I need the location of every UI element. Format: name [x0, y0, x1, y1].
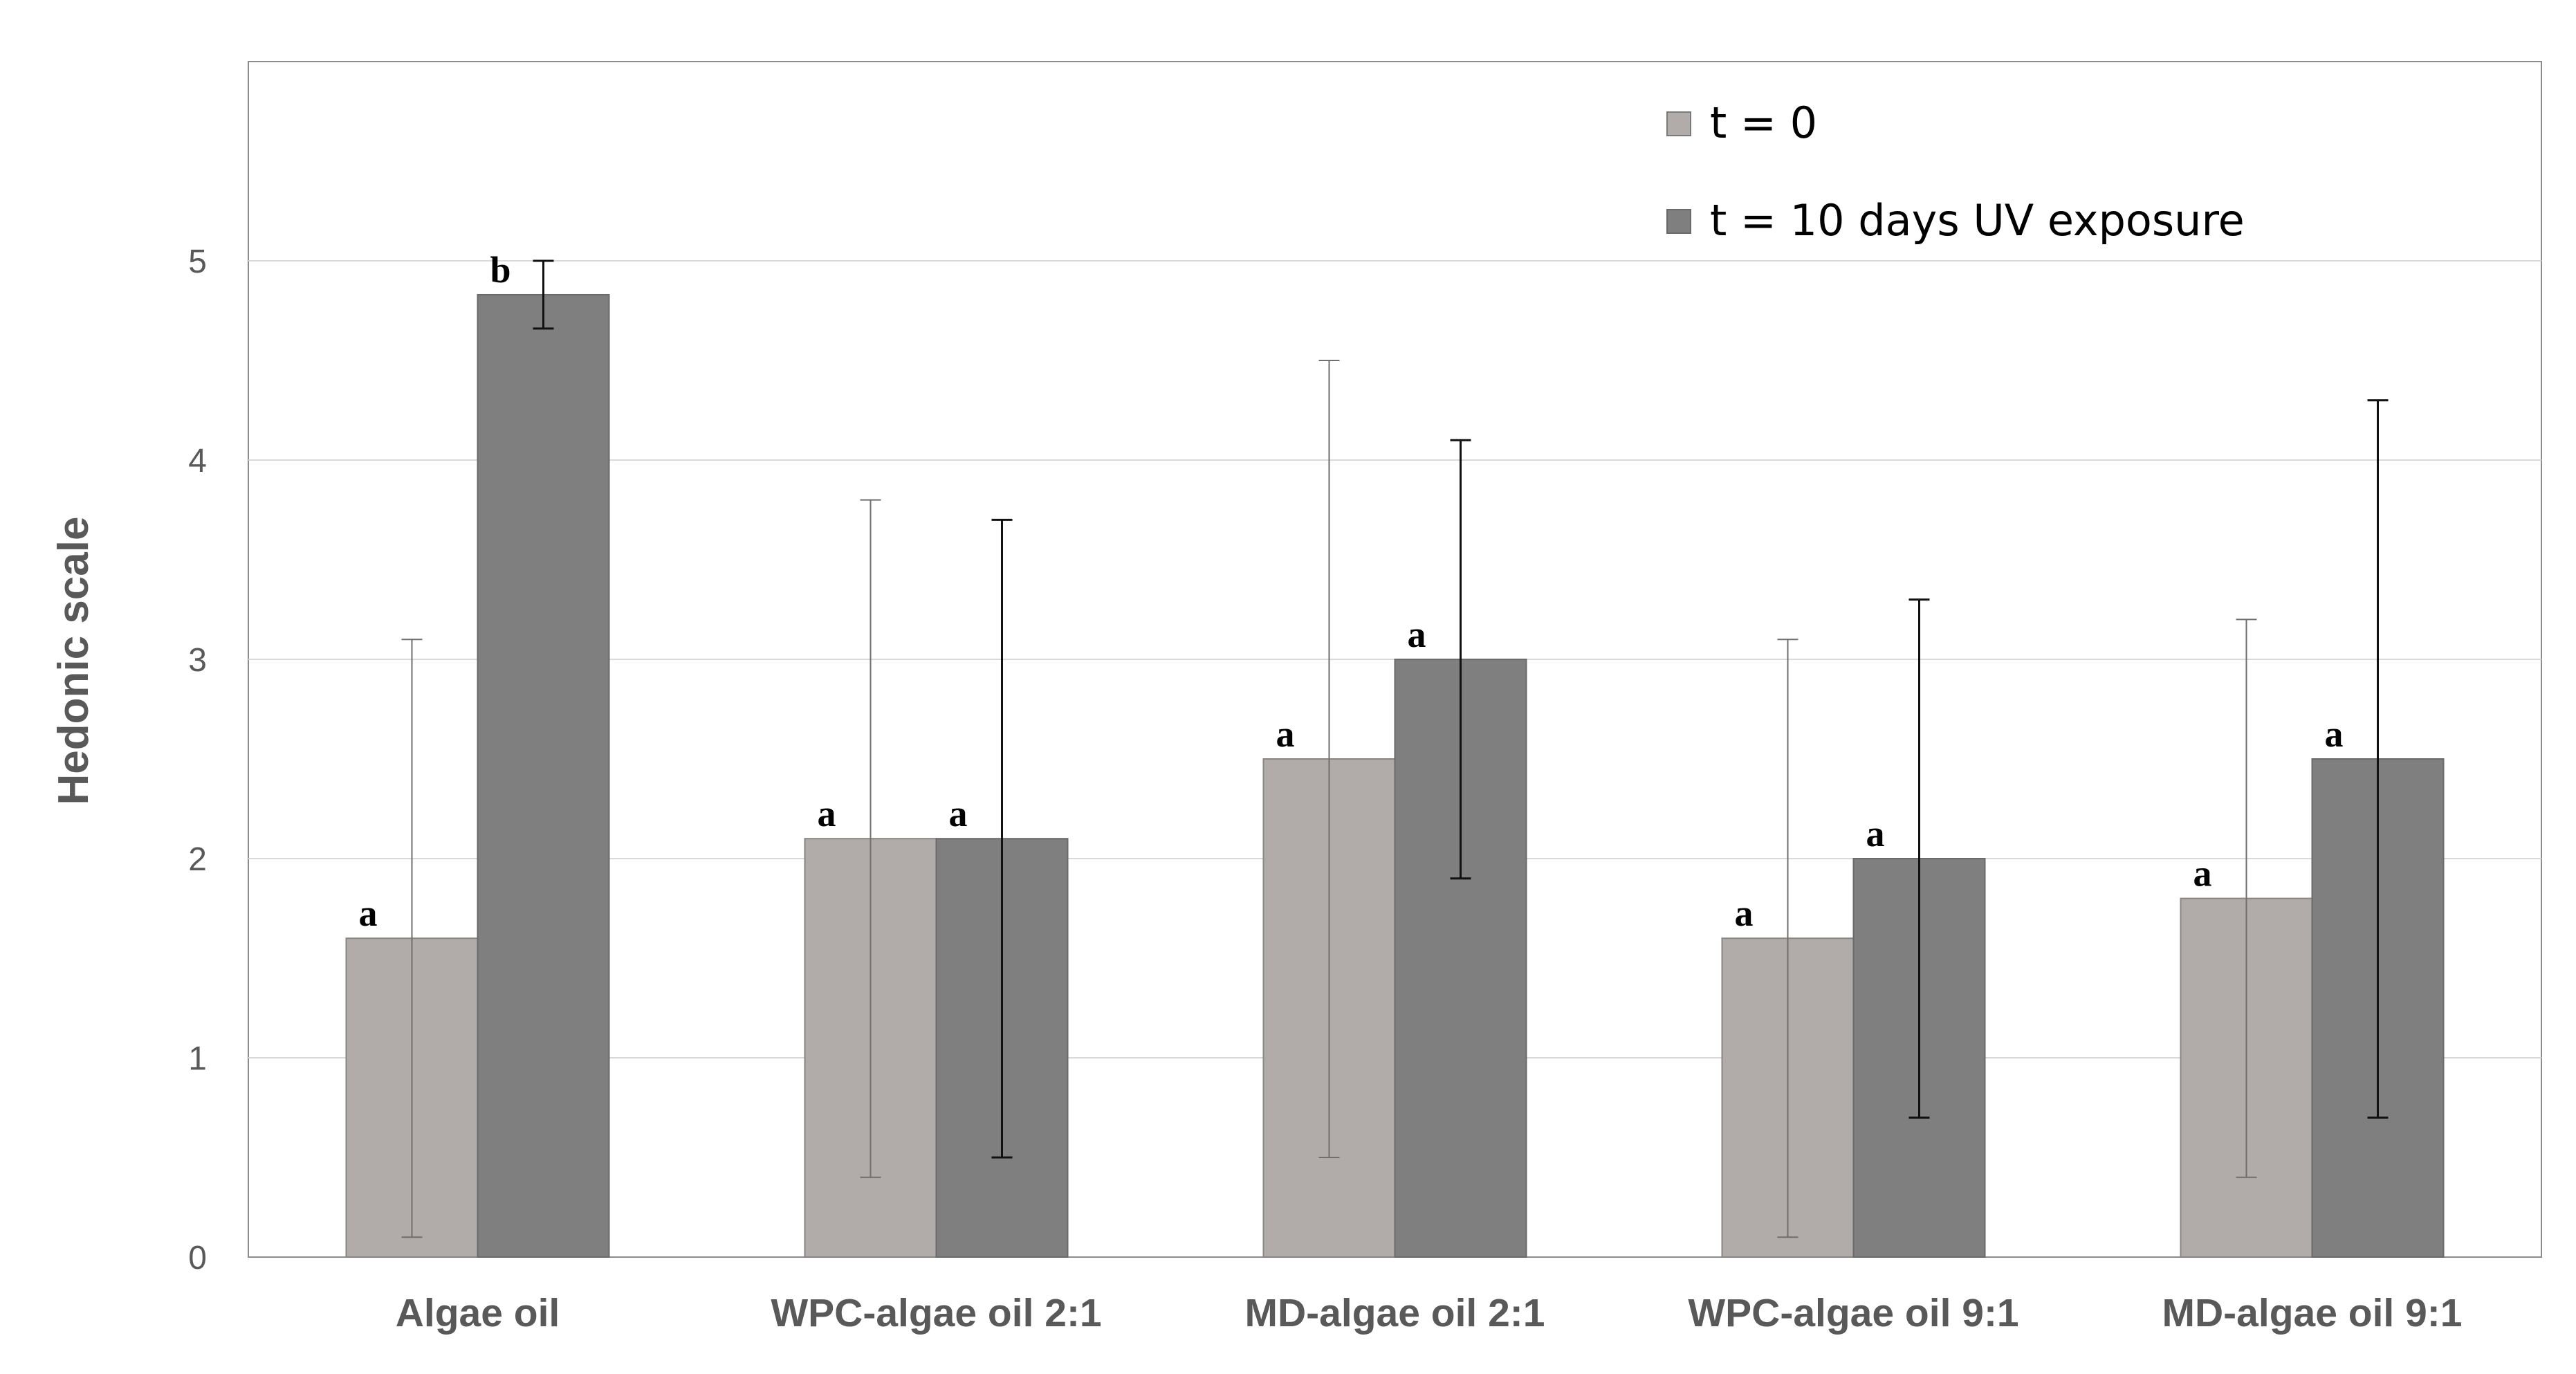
y-tick-label: 2: [188, 841, 207, 878]
significance-letters: a b a a a a a a a a: [359, 249, 2344, 934]
error-bar-t0: [401, 639, 423, 1238]
significance-letter: a: [359, 892, 378, 934]
significance-letter: a: [818, 793, 836, 834]
y-tick-label: 3: [188, 642, 207, 679]
error-bar-t0: [2236, 619, 2257, 1178]
y-tick-labels: 0 1 2 3 4 5: [188, 244, 207, 1276]
category-label: Algae oil: [396, 1291, 560, 1335]
error-bar-t0: [860, 499, 881, 1178]
category-label: MD-algae oil 2:1: [1245, 1291, 1545, 1335]
error-bar-t10: [1450, 439, 1471, 880]
y-tick-label: 4: [188, 443, 207, 479]
legend-label-t10: t = 10 days UV exposure: [1710, 195, 2245, 246]
error-bar-t10: [991, 518, 1013, 1159]
significance-letter: a: [1408, 614, 1426, 655]
error-bar-t10: [533, 259, 554, 330]
significance-letter: a: [1276, 713, 1295, 755]
category-label: WPC-algae oil 2:1: [771, 1291, 1101, 1335]
error-bars: [401, 259, 2389, 1238]
error-bar-t0: [1777, 639, 1798, 1238]
legend-swatch-t0: [1666, 111, 1691, 136]
y-axis-title: Hedonic scale: [50, 517, 98, 805]
category-labels: Algae oil WPC-algae oil 2:1 MD-algae oil 2…: [396, 1291, 2463, 1335]
legend-label-t0: t = 0: [1710, 98, 1817, 148]
category-label: WPC-algae oil 9:1: [1688, 1291, 2018, 1335]
significance-letter: a: [2193, 853, 2212, 895]
significance-letter: a: [1866, 813, 1885, 854]
legend-swatch-t10: [1666, 209, 1691, 234]
significance-letter: a: [949, 793, 968, 834]
legend: t = 0 t = 10 days UV exposure: [1666, 98, 2245, 246]
significance-letter: b: [490, 249, 511, 291]
category-label: MD-algae oil 9:1: [2162, 1291, 2463, 1335]
significance-letter: a: [2325, 713, 2344, 755]
bar-t10: [477, 293, 610, 1258]
y-tick-label: 0: [188, 1240, 207, 1276]
y-tick-label: 1: [188, 1041, 207, 1077]
significance-letter: a: [1735, 892, 1754, 934]
error-bar-t0: [1318, 360, 1340, 1158]
error-bar-t10: [1908, 598, 1930, 1119]
y-tick-label: 5: [188, 244, 207, 280]
error-bar-t10: [2367, 399, 2389, 1119]
